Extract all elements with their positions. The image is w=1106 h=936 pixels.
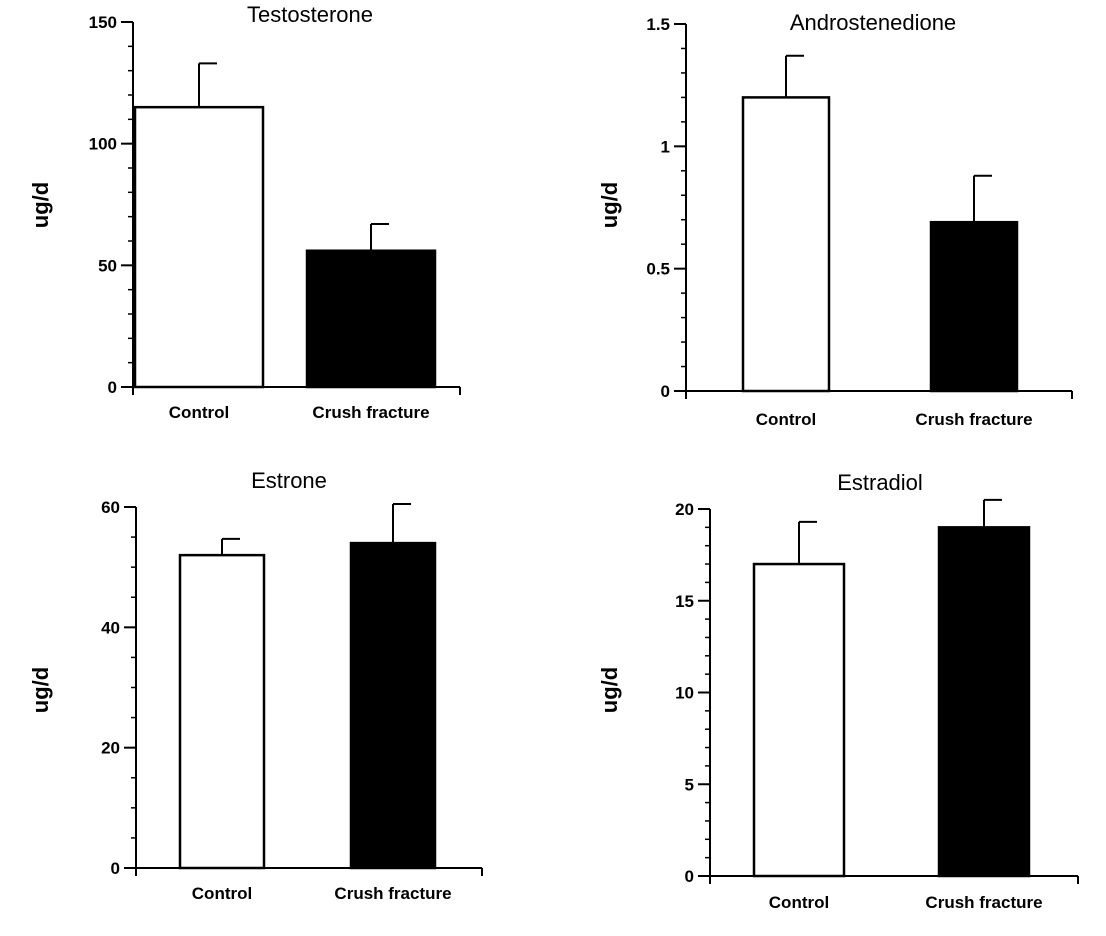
y-tick-label: 40 [101, 618, 120, 637]
category-label: Crush fracture [312, 403, 429, 422]
bar-control [178, 553, 266, 870]
chart-title: Androstenedione [790, 10, 956, 35]
y-tick-label: 20 [101, 739, 120, 758]
category-label: Crush fracture [915, 410, 1032, 429]
y-tick-label: 0 [661, 382, 670, 401]
y-axis-label: ug/d [28, 182, 53, 228]
chart-panel-3: Estrone ug/d 0 20 40 60 Control Crush fracture [28, 468, 483, 903]
y-axis-label: ug/d [597, 182, 622, 228]
bar-crush-fracture [305, 249, 437, 389]
bar-crush-fracture [349, 541, 437, 870]
y-tick-label: 60 [101, 498, 120, 517]
y-tick-label: 50 [98, 256, 117, 275]
chart-title: Estrone [251, 468, 327, 493]
chart-panel-2: Androstenedione ug/d 0 0.5 1 1.5 Control Crush … [597, 10, 1073, 429]
category-label: Crush fracture [334, 884, 451, 903]
y-tick-label: 20 [675, 500, 694, 519]
chart-panel-1: Testosterone ug/d 0 50 100 150 Control Crush fr… [28, 2, 461, 422]
y-axis-label: ug/d [597, 667, 622, 713]
y-tick-label: 10 [675, 684, 694, 703]
bar-control [741, 96, 831, 393]
y-tick-label: 0 [685, 867, 694, 886]
y-tick-label: 1.5 [646, 15, 670, 34]
y-tick-label: 0.5 [646, 260, 670, 279]
bar-crush-fracture [937, 526, 1031, 878]
y-axis-label: ug/d [28, 667, 53, 713]
chart-panel-4: Estradiol ug/d 0 5 10 15 20 Control Crush fractu… [597, 470, 1079, 912]
y-tick-label: 0 [108, 378, 117, 397]
category-label: Control [756, 410, 816, 429]
y-tick-label: 0 [111, 859, 120, 878]
category-label: Control [192, 884, 252, 903]
y-tick-label: 5 [685, 775, 694, 794]
category-label: Control [769, 893, 829, 912]
bar-control [752, 562, 846, 878]
y-tick-label: 15 [675, 592, 694, 611]
category-label: Crush fracture [925, 893, 1042, 912]
category-label: Control [169, 403, 229, 422]
bar-control [133, 105, 265, 389]
y-tick-label: 150 [89, 13, 117, 32]
chart-title: Testosterone [247, 2, 373, 27]
y-tick-label: 1 [661, 137, 670, 156]
bar-crush-fracture [929, 220, 1019, 393]
y-tick-label: 100 [89, 135, 117, 154]
chart-title: Estradiol [837, 470, 923, 495]
